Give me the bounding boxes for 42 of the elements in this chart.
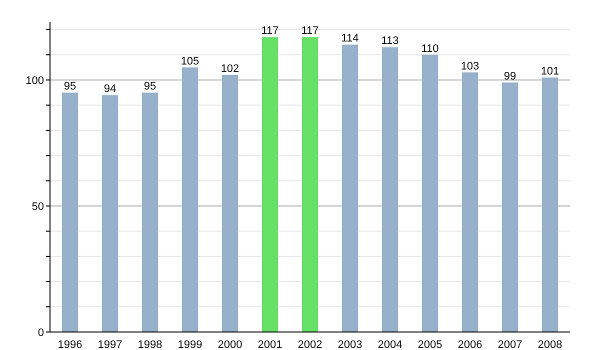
y-tick-label: 50 xyxy=(32,200,44,213)
data-label: 114 xyxy=(341,32,359,45)
bar xyxy=(142,92,158,332)
bar xyxy=(422,54,438,332)
data-label: 99 xyxy=(504,70,516,82)
x-tick-label: 2008 xyxy=(538,338,562,350)
x-tick-label: 2005 xyxy=(418,338,442,350)
x-tick-label: 2007 xyxy=(498,338,522,350)
data-label: 95 xyxy=(64,80,76,93)
bar xyxy=(102,95,118,332)
bar xyxy=(542,77,558,332)
bar xyxy=(262,37,278,332)
data-label: 94 xyxy=(104,83,116,96)
x-tick-label: 2006 xyxy=(458,338,482,350)
data-label: 113 xyxy=(381,35,399,48)
data-label: 105 xyxy=(180,55,200,68)
bar xyxy=(182,67,198,332)
x-tick-label: 2001 xyxy=(258,338,282,350)
x-tick-label: 2002 xyxy=(298,338,322,350)
data-label: 101 xyxy=(540,65,560,78)
data-label: 117 xyxy=(261,25,279,38)
x-tick-label: 1999 xyxy=(178,338,202,350)
bar xyxy=(382,47,398,332)
x-tick-label: 1998 xyxy=(138,338,162,350)
x-tick-label: 1997 xyxy=(98,338,122,350)
x-tick-label: 2000 xyxy=(218,338,242,350)
bar xyxy=(302,37,318,332)
data-label: 110 xyxy=(421,42,439,55)
bar xyxy=(62,92,78,332)
y-tick-label: 100 xyxy=(26,74,44,87)
data-label: 103 xyxy=(460,60,480,72)
y-tick-label: 0 xyxy=(38,326,44,339)
x-tick-label: 1996 xyxy=(58,338,82,350)
bar xyxy=(222,74,238,332)
x-tick-label: 2004 xyxy=(378,338,402,350)
bar xyxy=(462,72,478,332)
data-label: 95 xyxy=(144,80,156,93)
data-label: 117 xyxy=(301,25,319,38)
x-tick-label: 2003 xyxy=(338,338,362,350)
bar xyxy=(342,44,358,332)
bar xyxy=(502,82,518,332)
data-label: 102 xyxy=(220,62,240,75)
